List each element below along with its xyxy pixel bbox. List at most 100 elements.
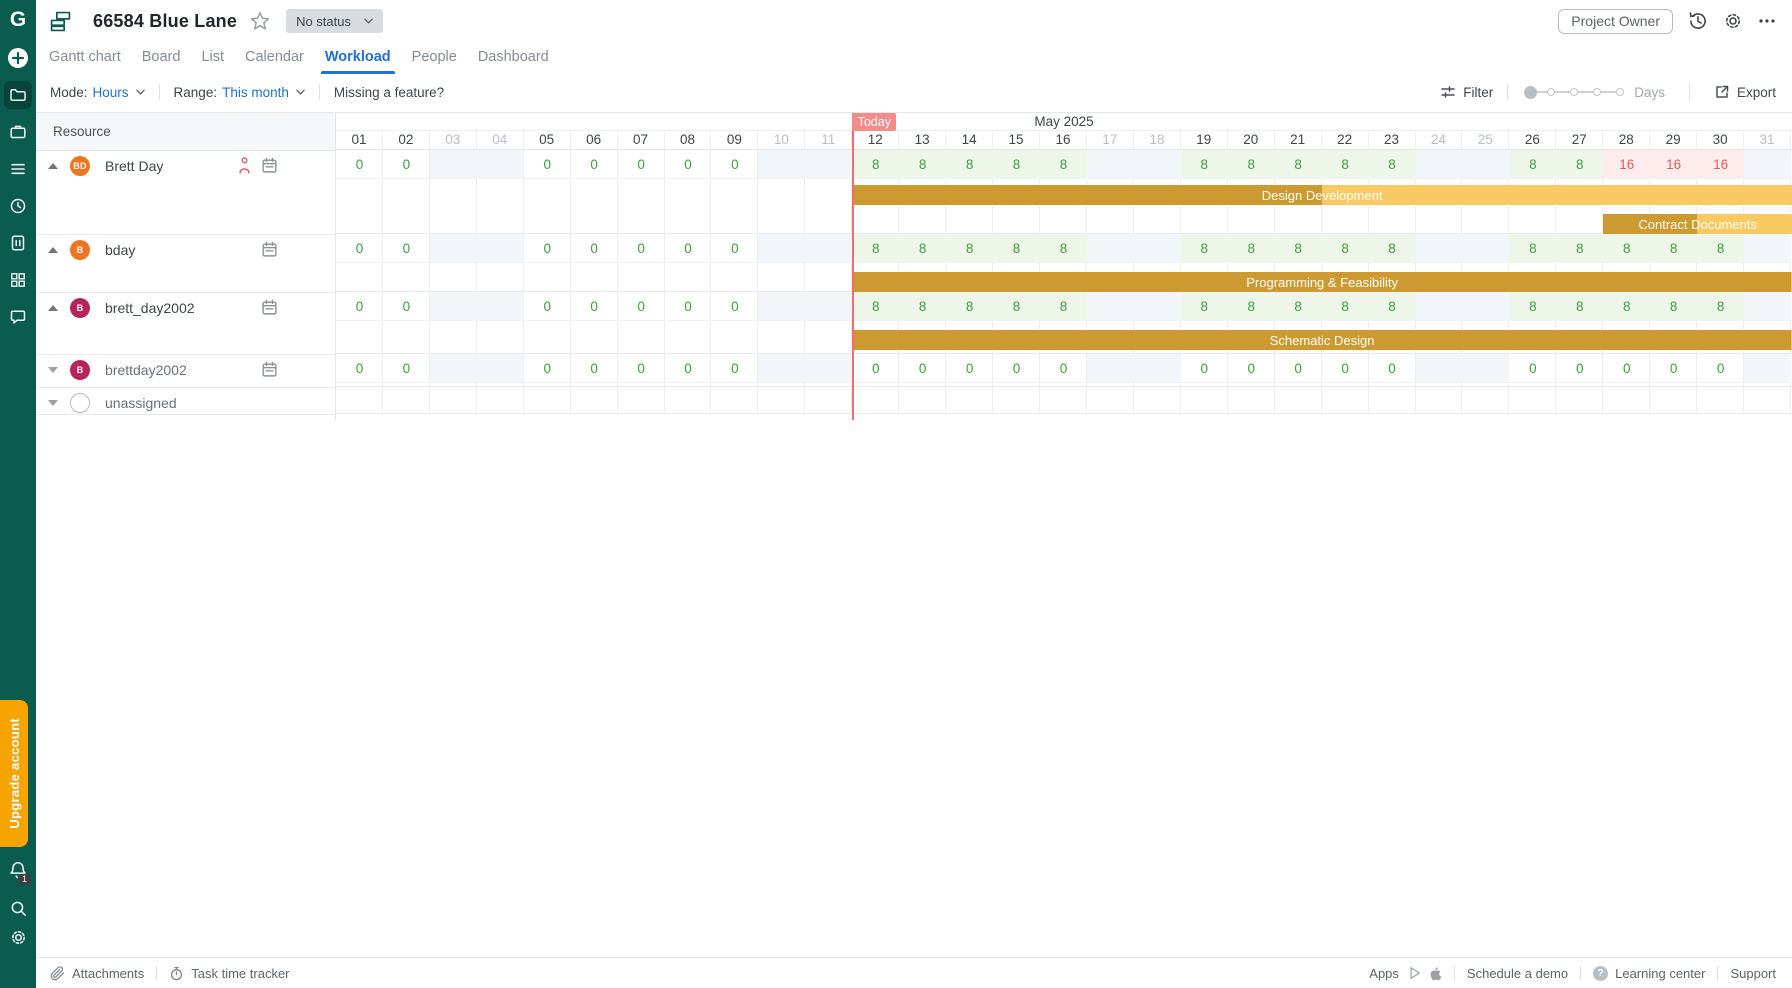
weekend-cell — [429, 234, 477, 262]
export-icon — [1716, 85, 1729, 98]
sidebar-comments-icon[interactable] — [4, 303, 32, 331]
personal-calendar-icon[interactable] — [261, 157, 278, 174]
chevron-down-icon[interactable] — [296, 89, 305, 95]
weekend-cell — [1462, 292, 1510, 320]
project-status-dropdown[interactable]: No status — [286, 9, 383, 33]
day-header-27: 27 — [1556, 131, 1604, 149]
tab-calendar[interactable]: Calendar — [245, 49, 304, 65]
gantt-bar-design-development[interactable]: Design Development — [852, 185, 1792, 205]
gantt-bar-programming-feasibility[interactable]: Programming & Feasibility — [852, 272, 1792, 292]
allocation-cell: 0 — [1576, 360, 1584, 376]
filter-button[interactable]: Filter — [1440, 84, 1493, 100]
allocation-cell: 8 — [1040, 234, 1087, 262]
zoom-stop-1[interactable] — [1547, 88, 1556, 96]
sidebar-reports-icon[interactable] — [4, 229, 32, 257]
resource-row-brett-day: BD Brett Day — [36, 151, 335, 235]
allocation-cell: 0 — [1669, 360, 1678, 376]
weekend-cell — [1744, 354, 1791, 382]
zoom-stop-2[interactable] — [1570, 88, 1579, 96]
more-options-icon[interactable] — [1758, 18, 1776, 24]
gantt-bar-label: Schematic Design — [1269, 332, 1375, 348]
project-settings-gear-icon[interactable] — [1723, 11, 1743, 31]
gantt-bar-contract-documents[interactable]: Contract Documents — [1603, 214, 1792, 234]
tab-board[interactable]: Board — [141, 49, 181, 65]
attachments-button[interactable]: Attachments — [50, 966, 144, 981]
allocation-cell: 8 — [1556, 292, 1604, 320]
allocation-cell: 0 — [543, 156, 551, 172]
allocation-cell: 0 — [355, 240, 364, 256]
personal-calendar-icon[interactable] — [261, 361, 278, 378]
allocation-cell: 0 — [402, 240, 411, 256]
support-link[interactable]: Support — [1730, 965, 1776, 981]
timeline-zoom-slider[interactable] — [1524, 85, 1625, 99]
allocation-cell: 0 — [684, 156, 692, 172]
allocation-cell: 0 — [731, 298, 739, 314]
mode-label: Mode: — [50, 84, 88, 100]
row-collapse-toggle[interactable] — [48, 304, 58, 311]
sidebar-task-list-icon[interactable] — [4, 155, 32, 183]
day-header-25: 25 — [1462, 131, 1510, 149]
history-icon[interactable] — [1688, 11, 1708, 31]
tab-dashboard[interactable]: Dashboard — [477, 49, 549, 65]
learning-center-link[interactable]: ? Learning center — [1593, 965, 1705, 981]
chevron-down-icon — [364, 18, 373, 24]
zoom-stop-4[interactable] — [1616, 88, 1625, 96]
timeline: May 2025 Today 01 02 03 04 05 06 07 08 09 10 11 12 1… — [336, 113, 1792, 420]
row-collapse-toggle[interactable] — [48, 162, 58, 169]
personal-calendar-icon[interactable] — [261, 299, 278, 316]
settings-gear-icon[interactable] — [0, 928, 36, 947]
google-play-icon[interactable] — [1408, 966, 1422, 980]
sidebar-add-icon[interactable] — [4, 44, 32, 72]
tab-people[interactable]: People — [411, 49, 457, 65]
resource-name: brettday2002 — [105, 361, 187, 378]
task-time-tracker-button[interactable]: Task time tracker — [169, 966, 290, 981]
timeline-row-bday: 0 0 0 0 0 0 0 8 8 8 8 8 8 8 8 8 8 8 8 8 8 8 Programming & Feas… — [336, 234, 1792, 292]
avatar: B — [70, 297, 90, 318]
timeline-row-brett-day: 0 0 0 0 0 0 0 8 8 8 8 8 8 8 8 8 8 8 8 16 16 16 Design Developm… — [336, 150, 1792, 234]
allocation-cell: 0 — [355, 360, 364, 376]
weekend-cell — [758, 354, 806, 382]
sidebar-integrations-icon[interactable] — [4, 266, 32, 294]
allocation-cell: 8 — [1227, 150, 1275, 178]
mode-value-dropdown[interactable]: Hours — [92, 84, 129, 100]
range-value-dropdown[interactable]: This month — [222, 84, 289, 100]
allocation-cell: 0 — [1341, 360, 1349, 376]
tab-workload[interactable]: Workload — [320, 40, 395, 74]
sidebar-portfolio-icon[interactable] — [4, 118, 32, 146]
row-collapse-toggle[interactable] — [48, 399, 58, 406]
tab-gantt-chart[interactable]: Gantt chart — [49, 49, 121, 65]
sidebar-projects-icon[interactable] — [4, 81, 32, 109]
allocation-cell: 8 — [1321, 234, 1369, 262]
day-header-16: 16 — [1040, 131, 1087, 149]
allocation-cell: 8 — [1274, 234, 1322, 262]
missing-feature-link[interactable]: Missing a feature? — [333, 84, 445, 100]
favorite-star-icon[interactable] — [250, 11, 270, 31]
export-button[interactable]: Export — [1714, 84, 1776, 100]
allocation-cell: 8 — [1603, 292, 1651, 320]
allocation-cell: 8 — [899, 234, 947, 262]
search-icon[interactable] — [0, 899, 36, 918]
day-header-2: 02 — [383, 131, 430, 149]
allocation-cell: 8 — [899, 150, 947, 178]
day-header-22: 22 — [1322, 131, 1369, 149]
allocation-cell: 0 — [1529, 360, 1537, 376]
resource-name: Brett Day — [105, 157, 164, 174]
ganttpro-logo[interactable]: G — [9, 8, 27, 31]
sidebar-time-log-icon[interactable] — [4, 192, 32, 220]
row-collapse-toggle[interactable] — [48, 366, 58, 373]
day-header-6: 06 — [571, 131, 618, 149]
chevron-down-icon[interactable] — [135, 89, 145, 95]
schedule-demo-link[interactable]: Schedule a demo — [1466, 965, 1569, 981]
row-collapse-toggle[interactable] — [48, 246, 58, 253]
zoom-stop-3[interactable] — [1593, 88, 1602, 96]
gantt-bar-label: Contract Documents — [1638, 216, 1757, 232]
role-badge[interactable]: Project Owner — [1558, 8, 1673, 34]
gantt-bar-schematic-design[interactable]: Schematic Design — [852, 330, 1792, 350]
upgrade-account-button[interactable]: Upgrade account — [0, 700, 28, 847]
apple-icon[interactable] — [1427, 966, 1442, 981]
zoom-stop-0[interactable] — [1524, 85, 1538, 99]
personal-calendar-icon[interactable] — [261, 241, 278, 258]
tab-list[interactable]: List — [201, 49, 225, 65]
allocation-cell: 8 — [993, 150, 1041, 178]
